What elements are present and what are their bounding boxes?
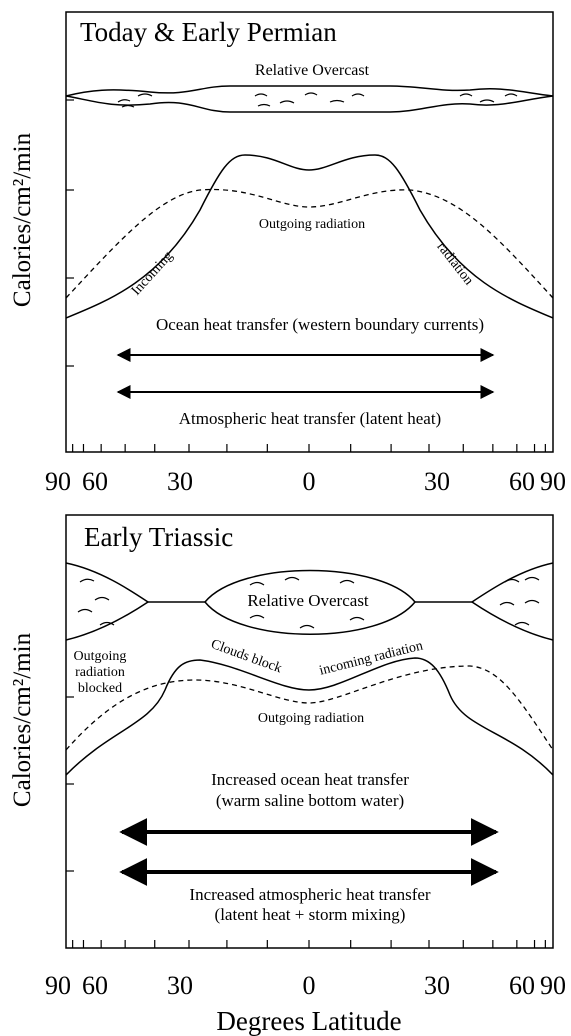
x-tick-label: 90 (45, 971, 71, 1000)
x-tick-label: 90 (45, 467, 71, 496)
ocean-label: Ocean heat transfer (western boundary cu… (156, 315, 484, 334)
cloud-left (65, 562, 150, 641)
panel-bottom: Early Triassic Relative Overcast Outgoin… (9, 514, 554, 949)
y-axis-label: Calories/cm²/min (9, 632, 36, 807)
x-tick-label: 0 (303, 467, 316, 496)
x-tick-label: 60 (509, 467, 535, 496)
atmos-label: Increased atmospheric heat transfer (189, 885, 431, 904)
x-tick-label: 90 (540, 971, 566, 1000)
incoming-curve (65, 657, 554, 776)
overcast-label: Relative Overcast (255, 62, 370, 79)
x-tick-label: 60 (82, 971, 108, 1000)
outgoing-label: Outgoing radiation (259, 217, 365, 232)
blocked-label: Outgoing (74, 649, 127, 664)
x-tick-label: 30 (424, 971, 450, 1000)
clouds-block-label: Clouds block (209, 637, 284, 677)
panel-top: Today & Early Permian Relative Overcast … (9, 11, 554, 453)
cloud-marks (77, 576, 540, 629)
panel-title: Today & Early Permian (80, 17, 337, 47)
cloud-top (65, 85, 554, 97)
frame (65, 514, 554, 949)
radiation-label: radiation (434, 240, 476, 288)
x-tick-label: 30 (424, 467, 450, 496)
cloud-marks (117, 92, 518, 108)
cloud-right (470, 562, 554, 641)
x-tick-label: 0 (303, 971, 316, 1000)
x-tick-label: 90 (540, 467, 566, 496)
atmos-label: Atmospheric heat transfer (latent heat) (179, 409, 441, 428)
outgoing-curve (65, 665, 554, 751)
ocean-label: (warm saline bottom water) (216, 791, 404, 810)
panel-title: Early Triassic (84, 522, 233, 552)
x-tick-label: 60 (509, 971, 535, 1000)
atmos-label: (latent heat + storm mixing) (215, 905, 406, 924)
x-axis-label: Degrees Latitude (216, 1006, 401, 1036)
x-tick-label: 30 (167, 467, 193, 496)
blocked-label: radiation (75, 665, 125, 680)
y-axis-label: Calories/cm²/min (9, 132, 36, 307)
ocean-label: Increased ocean heat transfer (211, 770, 409, 789)
incoming-curve (65, 154, 554, 319)
x-tick-label: 60 (82, 467, 108, 496)
outgoing-label: Outgoing radiation (258, 711, 364, 726)
overcast-label: Relative Overcast (247, 591, 369, 610)
cloud-bottom (65, 95, 554, 113)
x-tick-label: 30 (167, 971, 193, 1000)
incoming-label: Incoming (129, 249, 176, 299)
blocked-label: blocked (78, 681, 122, 696)
